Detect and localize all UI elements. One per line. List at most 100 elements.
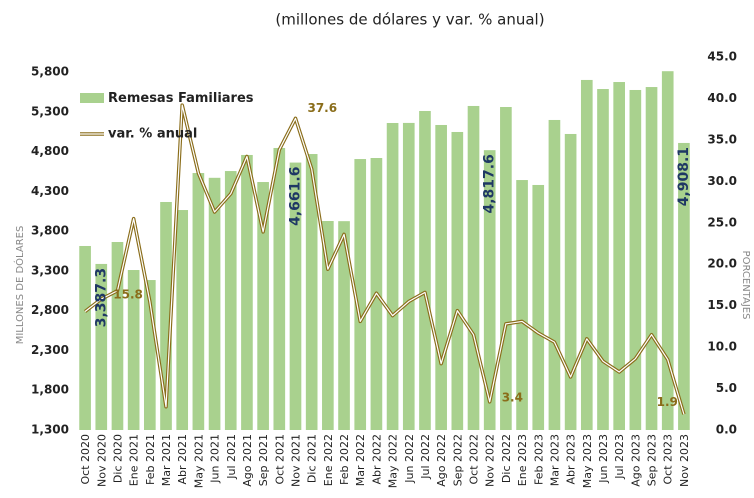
x-tick-label: Mar 2022 [354, 434, 367, 486]
x-tick-label: Mar 2021 [160, 434, 173, 486]
x-tick-label: Oct 2020 [79, 434, 92, 485]
y2-tick-label: 40.0 [707, 91, 737, 105]
x-tick-label: Dic 2022 [500, 434, 513, 483]
line [84, 103, 686, 415]
bar [192, 173, 205, 430]
x-tick-label: Nov 2020 [95, 434, 108, 487]
bar [483, 150, 496, 430]
y-tick-label: 1,300 [31, 423, 69, 437]
bar [467, 105, 480, 431]
bar [435, 124, 447, 430]
x-tick-label: Oct 2021 [273, 434, 286, 485]
x-tick-label: Dic 2021 [306, 434, 319, 483]
line-value-label: 1.9 [657, 395, 678, 409]
legend-label: Remesas Familiares [108, 91, 254, 106]
bar [241, 154, 253, 430]
y-tick-label: 4,800 [31, 144, 69, 158]
x-tick-label: Nov 2022 [484, 434, 497, 487]
x-tick-label: Abr 2021 [176, 434, 189, 485]
x-tick-label: Ene 2021 [128, 434, 141, 486]
x-tick-label: Feb 2022 [338, 434, 351, 485]
bar [338, 221, 350, 430]
y-tick-label: 3,300 [31, 263, 69, 277]
bar [224, 171, 237, 430]
x-tick-label: Jun 2021 [209, 434, 222, 484]
x-tick-label: Sep 2022 [451, 434, 464, 486]
y2-tick-label: 25.0 [707, 215, 737, 229]
y2-tick-label: 30.0 [707, 174, 737, 188]
y-tick-label: 2,800 [31, 303, 69, 317]
x-tick-label: Ene 2022 [322, 434, 335, 486]
y-tick-label: 3,800 [31, 224, 69, 238]
chart-title: (millones de dólares y var. % anual) [275, 11, 544, 29]
y2-tick-label: 0.0 [716, 423, 737, 437]
line-highlight [84, 104, 685, 415]
bar [95, 263, 108, 430]
y2-axis-label: PORCENTAJES [740, 251, 751, 320]
x-tick-label: Ago 2022 [435, 434, 448, 487]
bar-value-label: 4,817.6 [482, 154, 498, 213]
x-tick-label: Oct 2023 [662, 434, 675, 485]
y2-tick-label: 20.0 [707, 257, 737, 271]
bar [678, 142, 690, 430]
y2-tick-label: 35.0 [707, 132, 737, 146]
line-value-label: 15.8 [113, 288, 143, 302]
x-tick-label: Ago 2021 [241, 434, 254, 487]
x-tick-label: Feb 2021 [144, 434, 157, 485]
legend-swatch [80, 93, 104, 103]
bar [176, 210, 189, 430]
x-tick-label: May 2021 [192, 434, 205, 488]
x-tick-label: Nov 2021 [289, 434, 302, 487]
legend-label: var. % anual [108, 127, 197, 142]
bar [645, 87, 658, 430]
y-tick-label: 5,300 [31, 104, 69, 118]
bar [500, 107, 512, 430]
x-tick-label: Jun 2023 [597, 434, 610, 484]
x-tick-label: May 2022 [387, 434, 400, 488]
x-tick-label: Sep 2023 [646, 434, 659, 486]
bar [354, 159, 367, 430]
bar [629, 89, 642, 430]
bar [532, 184, 545, 430]
x-tick-label: Jul 2022 [419, 434, 432, 480]
bar [597, 89, 609, 430]
bar [208, 177, 221, 430]
y2-tick-label: 15.0 [707, 298, 737, 312]
x-tick-label: Jul 2021 [225, 434, 238, 480]
bar-value-label: 3,387.3 [93, 268, 109, 327]
x-tick-label: Dic 2020 [111, 434, 124, 483]
x-tick-label: Mar 2023 [548, 434, 561, 486]
bar [160, 201, 172, 430]
bar [111, 242, 124, 430]
bar [257, 182, 269, 430]
x-tick-label: May 2023 [581, 434, 594, 488]
bar [661, 71, 674, 431]
bar-value-label: 4,908.1 [676, 147, 692, 206]
bar [613, 82, 625, 431]
x-tick-label: Abr 2023 [565, 434, 578, 485]
y-tick-label: 5,800 [31, 65, 69, 79]
y2-tick-label: 5.0 [716, 381, 737, 395]
x-tick-label: Ene 2023 [516, 434, 529, 486]
line-value-label: 37.6 [307, 101, 337, 115]
bar [402, 122, 415, 430]
bar-value-label: 4,661.6 [287, 167, 303, 226]
x-tick-label: Nov 2023 [678, 434, 691, 487]
bar [289, 162, 302, 430]
y2-tick-label: 10.0 [707, 340, 737, 354]
x-tick-label: Jun 2022 [403, 434, 416, 484]
x-tick-label: Sep 2021 [257, 434, 270, 486]
x-tick-label: Oct 2022 [468, 434, 481, 485]
y2-tick-label: 45.0 [707, 50, 737, 64]
bar [548, 119, 561, 431]
bar [419, 110, 431, 430]
bar [386, 122, 399, 430]
bar [127, 270, 140, 430]
y-tick-label: 2,300 [31, 343, 69, 357]
x-tick-label: Ago 2023 [629, 434, 642, 487]
y-tick-label: 4,300 [31, 184, 69, 198]
bar [516, 180, 528, 430]
bar [322, 221, 334, 430]
x-tick-label: Feb 2023 [532, 434, 545, 485]
